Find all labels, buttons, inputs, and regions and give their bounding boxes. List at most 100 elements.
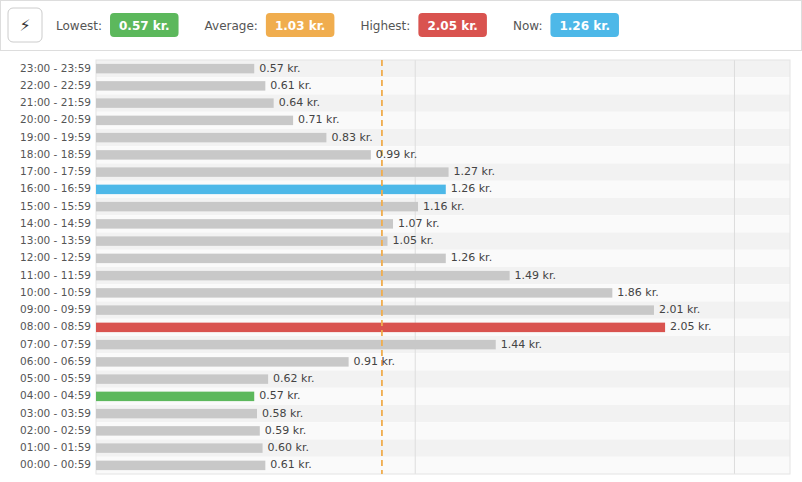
data-labels: 0.57 kr.0.61 kr.0.64 kr.0.71 kr.0.83 kr.… <box>259 62 711 472</box>
stripe <box>96 319 790 336</box>
category-label: 06:00 - 06:59 <box>20 355 91 367</box>
category-label: 13:00 - 13:59 <box>20 234 91 246</box>
bar <box>96 81 265 90</box>
bar <box>96 64 254 73</box>
category-label: 04:00 - 04:59 <box>20 389 91 401</box>
category-label: 20:00 - 20:59 <box>20 113 91 125</box>
stripe <box>96 284 790 301</box>
category-label: 11:00 - 11:59 <box>20 269 91 281</box>
header-value: 2.05 kr. <box>427 19 478 33</box>
header-badge <box>110 13 179 37</box>
data-label: 1.05 kr. <box>392 234 433 247</box>
category-label: 08:00 - 08:59 <box>20 320 91 332</box>
category-label: 22:00 - 22:59 <box>20 79 91 91</box>
category-label: 16:00 - 16:59 <box>20 182 91 194</box>
bar <box>96 288 612 297</box>
bar <box>96 409 257 418</box>
data-label: 1.49 kr. <box>515 269 556 282</box>
average-line <box>381 60 383 474</box>
stripe <box>96 353 790 370</box>
stripe <box>96 164 790 181</box>
stripe <box>96 77 790 94</box>
data-label: 1.44 kr. <box>501 338 542 351</box>
data-label: 0.58 kr. <box>262 407 303 420</box>
bar <box>96 426 260 435</box>
header: ⚡Lowest:0.57 kr.Average:1.03 kr.Highest:… <box>1 1 802 51</box>
stripe <box>96 302 790 319</box>
stripe <box>96 233 790 250</box>
bar <box>96 236 387 245</box>
bar <box>96 374 268 383</box>
bar <box>96 219 393 228</box>
header-badge <box>418 13 487 37</box>
data-label: 0.57 kr. <box>259 389 300 402</box>
data-label: 1.26 kr. <box>451 251 492 264</box>
bar <box>96 150 371 159</box>
data-label: 1.07 kr. <box>398 217 439 230</box>
bar <box>96 340 496 349</box>
header-value: 0.57 kr. <box>119 19 170 33</box>
average <box>381 60 382 474</box>
stripe <box>96 250 790 267</box>
chart: ⚡Lowest:0.57 kr.Average:1.03 kr.Highest:… <box>0 0 802 482</box>
category-label: 18:00 - 18:59 <box>20 148 91 160</box>
category-label: 14:00 - 14:59 <box>20 217 91 229</box>
category-label: 02:00 - 02:59 <box>20 424 91 436</box>
data-label: 0.57 kr. <box>259 62 300 75</box>
stripes <box>96 60 790 474</box>
category-label: 07:00 - 07:59 <box>20 338 91 350</box>
bar <box>96 323 665 332</box>
bar <box>96 271 510 280</box>
stripe <box>96 336 790 353</box>
data-label: 1.16 kr. <box>423 200 464 213</box>
header-label: Now: <box>513 19 543 33</box>
bar <box>96 254 446 263</box>
category-label: 00:00 - 00:59 <box>20 458 91 470</box>
icon-box <box>8 8 42 42</box>
stripe <box>96 60 790 77</box>
bar <box>96 443 263 452</box>
bar <box>96 392 254 401</box>
category-label: 01:00 - 01:59 <box>20 441 91 453</box>
header-value: 1.26 kr. <box>559 19 610 33</box>
grid-line <box>415 60 416 474</box>
stripe <box>96 388 790 405</box>
data-label: 0.99 kr. <box>376 148 417 161</box>
stripe <box>96 267 790 284</box>
category-label: 09:00 - 09:59 <box>20 303 91 315</box>
icon: ⚡ <box>19 16 30 35</box>
data-label: 1.27 kr. <box>454 165 495 178</box>
bar <box>96 202 418 211</box>
data-label: 2.05 kr. <box>670 320 711 333</box>
data-label: 0.83 kr. <box>331 131 372 144</box>
y-axis: 23:00 - 23:5922:00 - 22:5921:00 - 21:592… <box>20 62 91 471</box>
category-label: 19:00 - 19:59 <box>20 131 91 143</box>
header-badge <box>266 13 335 37</box>
bar <box>96 167 449 176</box>
plot-frame <box>96 60 790 474</box>
grid <box>415 60 734 474</box>
bar <box>96 116 293 125</box>
stripe <box>96 440 790 457</box>
data-label: 0.59 kr. <box>265 424 306 437</box>
bar <box>96 98 274 107</box>
category-label: 15:00 - 15:59 <box>20 200 91 212</box>
stripe <box>96 181 790 198</box>
category-label: 12:00 - 12:59 <box>20 251 91 263</box>
bar <box>96 357 349 366</box>
grid-line <box>734 60 735 474</box>
header-label: Average: <box>205 19 258 33</box>
stripe <box>96 129 790 146</box>
category-label: 05:00 - 05:59 <box>20 372 91 384</box>
category-label: 10:00 - 10:59 <box>20 286 91 298</box>
header-label: Lowest: <box>56 19 102 33</box>
stripe <box>96 405 790 422</box>
stripe <box>96 457 790 474</box>
stripe <box>96 146 790 163</box>
stripe <box>96 215 790 232</box>
bar <box>96 305 654 314</box>
category-label: 23:00 - 23:59 <box>20 62 91 74</box>
data-label: 0.71 kr. <box>298 113 339 126</box>
stripe <box>96 95 790 112</box>
header-badge <box>550 13 619 37</box>
